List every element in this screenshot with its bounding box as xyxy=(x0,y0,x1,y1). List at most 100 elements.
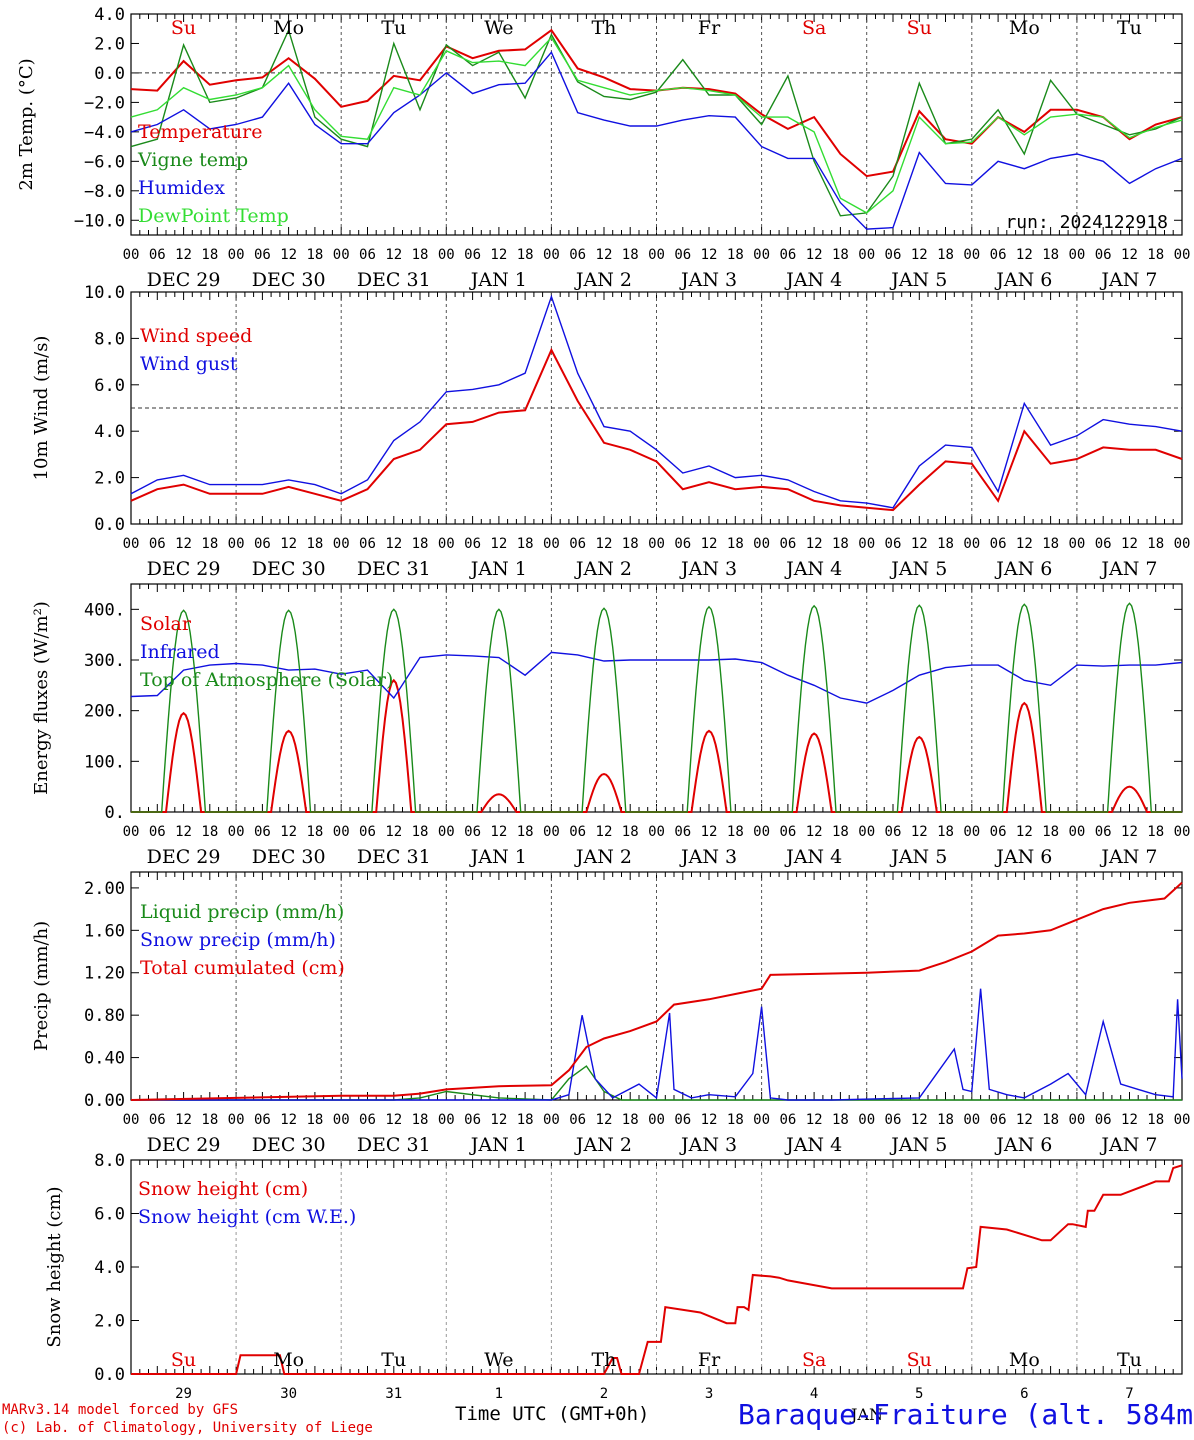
legend-entry: Humidex xyxy=(138,177,225,199)
hour-label: 18 xyxy=(1042,247,1059,263)
weekday-label: Tu xyxy=(381,1349,406,1371)
weekday-label: Mo xyxy=(1009,17,1040,39)
y-tick-label: 1.20 xyxy=(84,964,125,984)
hour-label: 12 xyxy=(911,1112,928,1128)
hour-label: 12 xyxy=(280,247,297,263)
date-label: DEC 29 xyxy=(147,846,221,868)
hour-label: 18 xyxy=(1042,824,1059,840)
hour-label: 12 xyxy=(175,1112,192,1128)
panel-2 xyxy=(130,291,1183,525)
weekday-label: Su xyxy=(171,17,196,39)
credit-lab: (c) Lab. of Climatology, University of L… xyxy=(2,1420,373,1436)
hour-label: 18 xyxy=(622,536,639,552)
hour-label: 18 xyxy=(1147,1112,1164,1128)
hour-label: 18 xyxy=(832,247,849,263)
panel-3 xyxy=(130,583,1183,813)
hour-label: 00 xyxy=(333,536,350,552)
hour-label: 00 xyxy=(123,824,140,840)
day-number: 4 xyxy=(810,1386,818,1402)
date-label: JAN 5 xyxy=(889,269,947,291)
y-tick-label: 4.0 xyxy=(94,5,125,25)
date-label: JAN 7 xyxy=(1099,846,1157,868)
hour-label: 06 xyxy=(149,1112,166,1128)
hour-label: 06 xyxy=(254,536,271,552)
date-label: DEC 31 xyxy=(357,1134,431,1156)
hour-label: 06 xyxy=(359,247,376,263)
day-number: 29 xyxy=(175,1386,192,1402)
hour-label: 18 xyxy=(517,1112,534,1128)
y-axis-label: 10m Wind (m/s) xyxy=(31,336,52,481)
date-label: JAN 1 xyxy=(469,558,527,580)
hour-label: 12 xyxy=(701,247,718,263)
y-tick-label: 2.0 xyxy=(94,34,125,54)
hour-label: 00 xyxy=(123,536,140,552)
hour-label: 06 xyxy=(149,247,166,263)
legend-entry: Wind speed xyxy=(140,325,252,347)
y-tick-label: 1.60 xyxy=(84,921,125,941)
hour-label: 12 xyxy=(280,536,297,552)
hour-label: 12 xyxy=(385,247,402,263)
hour-label: 18 xyxy=(832,824,849,840)
hour-label: 18 xyxy=(306,1112,323,1128)
hour-label: 06 xyxy=(254,824,271,840)
hour-label: 06 xyxy=(885,247,902,263)
y-axis-label: Precip (mm/h) xyxy=(31,921,52,1051)
weekday-label: Su xyxy=(907,17,932,39)
station-title: Baraque-Fraiture (alt. 584m) xyxy=(738,1398,1194,1431)
date-label: DEC 30 xyxy=(252,846,326,868)
date-label: JAN 2 xyxy=(574,269,632,291)
hour-label: 12 xyxy=(701,1112,718,1128)
y-tick-label: 0.80 xyxy=(84,1006,125,1026)
y-tick-label: 0. xyxy=(105,803,125,823)
hour-label: 00 xyxy=(228,824,245,840)
hour-label: 12 xyxy=(280,1112,297,1128)
hour-label: 00 xyxy=(228,1112,245,1128)
hour-label: 18 xyxy=(727,536,744,552)
hour-label: 18 xyxy=(412,536,429,552)
x-axis-title: Time UTC (GMT+0h) xyxy=(455,1403,650,1425)
hour-label: 00 xyxy=(228,247,245,263)
weekday-label: Th xyxy=(591,1349,616,1371)
y-axis-label: 2m Temp. (°C) xyxy=(16,58,37,190)
hour-label: 06 xyxy=(569,247,586,263)
hour-label: 00 xyxy=(648,247,665,263)
legend-entry: Wind gust xyxy=(140,353,238,375)
y-axis-label: Snow height (cm) xyxy=(44,1186,65,1347)
hour-label: 12 xyxy=(911,536,928,552)
hour-label: 06 xyxy=(149,536,166,552)
hour-label: 18 xyxy=(306,824,323,840)
weekday-label: Su xyxy=(171,1349,196,1371)
hour-label: 12 xyxy=(1016,824,1033,840)
hour-label: 18 xyxy=(517,247,534,263)
hour-label: 00 xyxy=(543,247,560,263)
y-tick-label: −2.0 xyxy=(84,93,125,113)
hour-label: 00 xyxy=(753,1112,770,1128)
y-tick-label: 2.0 xyxy=(94,469,125,489)
date-label: JAN 3 xyxy=(679,846,737,868)
date-label: JAN 4 xyxy=(784,558,842,580)
series-line-4-1 xyxy=(131,1065,1182,1101)
hour-label: 00 xyxy=(963,536,980,552)
weekday-label: Su xyxy=(907,1349,932,1371)
hour-label: 06 xyxy=(359,1112,376,1128)
hour-label: 12 xyxy=(1121,1112,1138,1128)
hour-label: 06 xyxy=(1095,247,1112,263)
y-axis-label: Energy fluxes (W/m²) xyxy=(31,601,52,795)
hour-label: 06 xyxy=(779,1112,796,1128)
hour-label: 12 xyxy=(490,536,507,552)
weekday-label: Mo xyxy=(273,17,304,39)
hour-label: 06 xyxy=(990,536,1007,552)
weekday-label: Fr xyxy=(698,1349,721,1371)
hour-label: 00 xyxy=(648,824,665,840)
date-label: DEC 29 xyxy=(147,558,221,580)
hour-label: 12 xyxy=(701,536,718,552)
hour-label: 12 xyxy=(911,824,928,840)
series-line-3-2 xyxy=(130,651,1183,704)
hour-label: 18 xyxy=(727,1112,744,1128)
hour-label: 00 xyxy=(753,247,770,263)
hour-label: 06 xyxy=(569,1112,586,1128)
date-label: JAN 5 xyxy=(889,846,947,868)
y-tick-label: 8.0 xyxy=(94,329,125,349)
hour-label: 18 xyxy=(937,536,954,552)
